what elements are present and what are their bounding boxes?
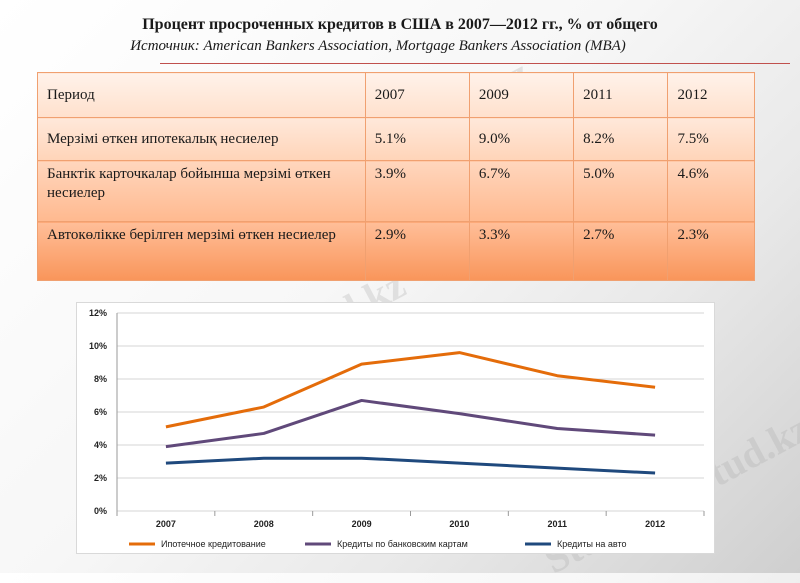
x-tick-label: 2008 — [254, 519, 274, 529]
table-cell: 3.3% — [468, 221, 575, 281]
series-line — [165, 456, 656, 475]
legend-label: Ипотечное кредитование — [161, 539, 266, 549]
data-table: Период 2007 2009 2011 2012 Мерзімі өткен… — [37, 72, 755, 281]
table-cell: 8.2% — [573, 117, 669, 161]
table-header-row: Период 2007 2009 2011 2012 — [37, 72, 755, 118]
table-cell: 5.1% — [364, 117, 470, 161]
legend-label: Кредиты по банковским картам — [337, 539, 468, 549]
table-cell: 2.3% — [667, 221, 755, 281]
series-line — [165, 351, 656, 429]
chart-canvas: 0% 2% 4% 6% 8% 10% 12% 2007 2008 2009 2010 2011 2012… — [89, 308, 705, 549]
x-tick-label: 2010 — [449, 519, 469, 529]
table-cell: 9.0% — [468, 117, 575, 161]
table-header-cell: 2007 — [364, 72, 470, 118]
table-cell: 5.0% — [573, 160, 669, 222]
series-line — [165, 398, 656, 449]
table-cell: 3.9% — [364, 160, 470, 222]
table-header-cell: 2012 — [667, 72, 755, 118]
table-cell: 7.5% — [667, 117, 755, 161]
table-row: Банктік карточкалар бойынша мерзімі өтке… — [37, 160, 755, 222]
table-cell: Банктік карточкалар бойынша мерзімі өтке… — [37, 160, 366, 222]
table-header-cell: 2011 — [573, 72, 669, 118]
table-header-cell: Период — [37, 72, 366, 118]
page-title: Процент просроченных кредитов в США в 20… — [142, 16, 658, 33]
source-caption: Источник: American Bankers Association, … — [130, 38, 626, 54]
divider — [160, 63, 790, 64]
table-cell: 2.9% — [364, 221, 470, 281]
table-row: Автокөлікке берілген мерзімі өткен несие… — [37, 221, 755, 281]
line-chart: 0% 2% 4% 6% 8% 10% 12% 2007 2008 2009 2010 2011 2012… — [76, 302, 715, 554]
table-row: Мерзімі өткен ипотекалық несиелер 5.1% 9… — [37, 117, 755, 161]
table-cell: 6.7% — [468, 160, 575, 222]
y-tick-label: 4% — [94, 440, 107, 450]
legend-label: Кредиты на авто — [557, 539, 627, 549]
table-header-cell: 2009 — [468, 72, 575, 118]
table-cell: Мерзімі өткен ипотекалық несиелер — [37, 117, 366, 161]
y-tick-label: 6% — [94, 407, 107, 417]
y-tick-label: 12% — [89, 308, 107, 318]
y-tick-label: 2% — [94, 473, 107, 483]
table-cell: 4.6% — [667, 160, 755, 222]
x-tick-label: 2009 — [352, 519, 372, 529]
x-tick-label: 2012 — [645, 519, 665, 529]
y-tick-label: 10% — [89, 341, 107, 351]
x-tick-label: 2011 — [547, 519, 567, 529]
x-tick-label: 2007 — [156, 519, 176, 529]
y-tick-label: 8% — [94, 374, 107, 384]
table-cell: Автокөлікке берілген мерзімі өткен несие… — [37, 221, 366, 281]
table-cell: 2.7% — [573, 221, 669, 281]
y-tick-label: 0% — [94, 506, 107, 516]
